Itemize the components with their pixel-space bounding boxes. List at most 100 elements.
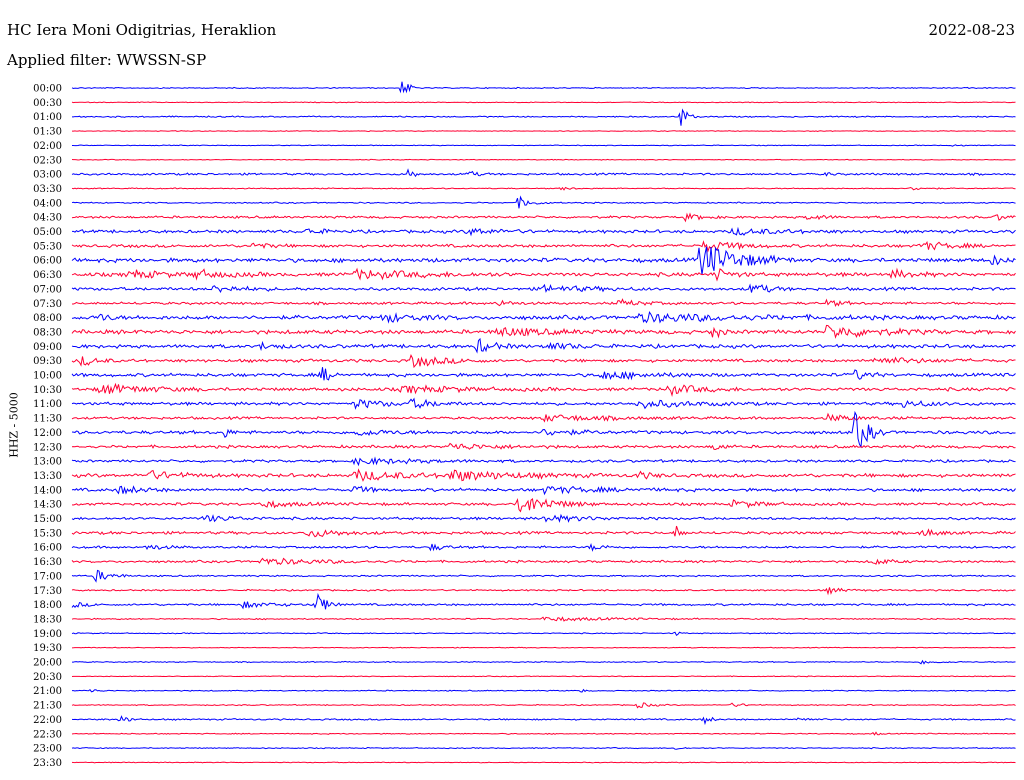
- filter-label: Applied filter: WWSSN-SP: [7, 51, 207, 69]
- time-tick-label: 19:30: [33, 643, 62, 654]
- trace-line: [71, 168, 1016, 178]
- trace-line: [71, 298, 1016, 308]
- trace-line: [71, 283, 1016, 293]
- trace-line: [71, 267, 1016, 282]
- time-tick-label: 04:30: [33, 213, 62, 224]
- time-tick-label: 18:30: [33, 614, 62, 625]
- time-tick-label: 01:30: [33, 127, 62, 138]
- time-tick-label: 14:30: [33, 500, 62, 511]
- time-tick-label: 07:30: [33, 299, 62, 310]
- time-tick-label: 11:30: [33, 414, 62, 425]
- trace-line: [71, 382, 1016, 397]
- trace-line: [71, 412, 1016, 423]
- time-tick-label: 15:00: [33, 514, 62, 525]
- time-tick-label: 22:00: [33, 715, 62, 726]
- time-tick-label: 08:00: [33, 313, 62, 324]
- trace-line: [71, 144, 1016, 147]
- trace-line: [71, 485, 1016, 496]
- time-tick-label: 02:00: [33, 141, 62, 152]
- trace-line: [71, 337, 1016, 354]
- station-title: HC Iera Moni Odigitrias, Heraklion: [7, 21, 277, 39]
- trace-line: [71, 747, 1016, 750]
- trace-line: [71, 542, 1016, 552]
- time-tick-label: 09:00: [33, 342, 62, 353]
- time-tick-label: 08:30: [33, 327, 62, 338]
- time-tick-label: 06:30: [33, 270, 62, 281]
- time-tick-label: 21:30: [33, 701, 62, 712]
- trace-line: [71, 569, 1016, 583]
- trace-line: [71, 186, 1016, 191]
- trace-line: [71, 442, 1016, 451]
- trace-line: [71, 557, 1016, 565]
- time-tick-label: 20:30: [33, 672, 62, 683]
- trace-line: [71, 715, 1016, 726]
- trace-line: [71, 646, 1016, 649]
- time-tick-label: 05:00: [33, 227, 62, 238]
- time-tick-label: 01:00: [33, 112, 62, 123]
- time-tick-label: 13:00: [33, 457, 62, 468]
- trace-line: [71, 592, 1016, 610]
- time-tick-label: 14:00: [33, 485, 62, 496]
- time-tick-label: 12:30: [33, 442, 62, 453]
- time-tick-label: 22:30: [33, 729, 62, 740]
- time-tick-label: 09:30: [33, 356, 62, 367]
- time-tick-label: 21:00: [33, 686, 62, 697]
- time-tick-label: 11:00: [33, 399, 62, 410]
- trace-line: [71, 410, 1016, 449]
- trace-line: [71, 311, 1016, 324]
- time-tick-label: 16:00: [33, 543, 62, 554]
- time-tick-label: 00:30: [33, 98, 62, 109]
- trace-line: [71, 108, 1016, 126]
- time-tick-label: 12:00: [33, 428, 62, 439]
- time-tick-label: 03:00: [33, 170, 62, 181]
- trace-line: [71, 158, 1016, 161]
- trace-line: [71, 324, 1016, 339]
- trace-line: [71, 468, 1016, 482]
- trace-line: [71, 101, 1016, 104]
- time-tick-label: 18:00: [33, 600, 62, 611]
- time-tick-label: 06:00: [33, 256, 62, 267]
- trace-line: [71, 397, 1016, 410]
- trace-line: [71, 659, 1016, 665]
- trace-line: [71, 525, 1016, 538]
- time-tick-label: 05:30: [33, 241, 62, 252]
- trace-line: [71, 513, 1016, 523]
- time-tick-label: 16:30: [33, 557, 62, 568]
- trace-line: [71, 688, 1016, 693]
- time-tick-label: 07:00: [33, 284, 62, 295]
- time-tick-label: 13:30: [33, 471, 62, 482]
- time-tick-label: 23:00: [33, 744, 62, 755]
- time-tick-label: 04:00: [33, 198, 62, 209]
- time-tick-label: 02:30: [33, 155, 62, 166]
- trace-line: [71, 498, 1016, 513]
- time-tick-label: 20:00: [33, 658, 62, 669]
- trace-line: [71, 761, 1016, 764]
- time-tick-label: 03:30: [33, 184, 62, 195]
- trace-line: [71, 353, 1016, 369]
- record-date: 2022-08-23: [928, 21, 1015, 39]
- trace-line: [71, 731, 1016, 736]
- time-tick-label: 15:30: [33, 528, 62, 539]
- trace-line: [71, 195, 1016, 209]
- trace-line: [71, 587, 1016, 596]
- time-tick-label: 17:30: [33, 586, 62, 597]
- trace-line: [71, 212, 1016, 223]
- time-tick-label: 00:00: [33, 84, 62, 95]
- trace-line: [71, 616, 1016, 622]
- trace-line: [71, 226, 1016, 237]
- trace-line: [71, 702, 1016, 709]
- trace-line: [71, 130, 1016, 132]
- time-tick-label: 10:00: [33, 371, 62, 382]
- trace-line: [71, 246, 1016, 275]
- trace-line: [71, 81, 1016, 94]
- trace-line: [71, 631, 1016, 637]
- time-tick-label: 19:00: [33, 629, 62, 640]
- trace-line: [71, 456, 1016, 467]
- trace-line: [71, 675, 1016, 678]
- time-tick-label: 23:30: [33, 758, 62, 769]
- time-tick-label: 10:30: [33, 385, 62, 396]
- time-tick-label: 17:00: [33, 571, 62, 582]
- trace-line: [71, 240, 1016, 253]
- trace-line: [71, 367, 1016, 381]
